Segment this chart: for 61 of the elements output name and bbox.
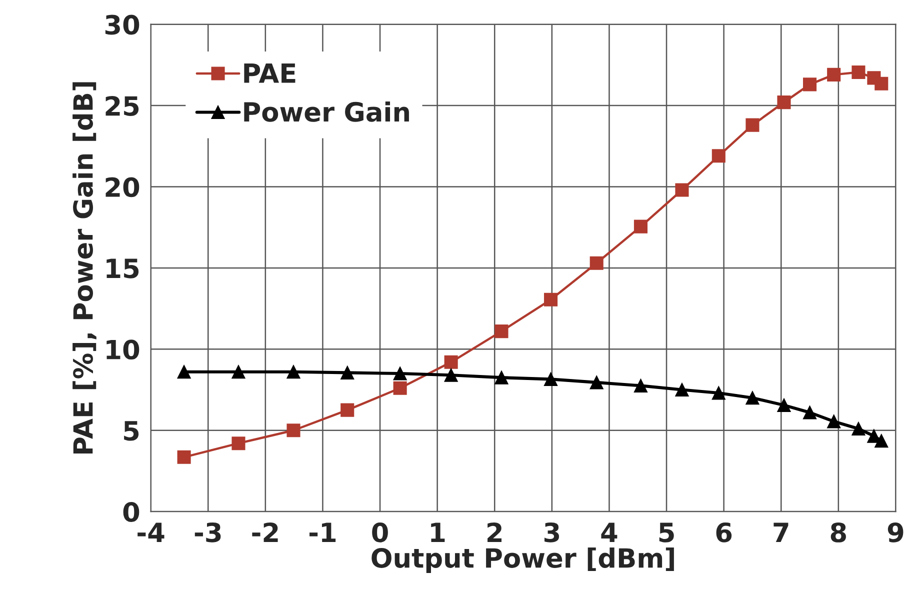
y-tick-label: 25 (106, 96, 139, 116)
x-tick-label: 9 (888, 522, 904, 542)
y-axis-title: PAE [%], Power Gain [dB] (72, 82, 96, 454)
point (852, 422, 866, 436)
x-tick-label: 1 (431, 522, 445, 542)
x-tick-label: 3 (544, 522, 559, 542)
x-tick-label: 8 (830, 522, 846, 542)
point (177, 365, 191, 379)
point (712, 149, 726, 163)
x-tick-label: 2 (488, 522, 502, 542)
point (544, 372, 558, 386)
y-tick-label: 30 (105, 14, 140, 35)
x-tick-label: 7 (774, 522, 788, 542)
point (675, 382, 689, 397)
x-tick-label: 0 (372, 522, 388, 542)
point (393, 381, 407, 395)
y-tick-label: 20 (106, 177, 140, 198)
y-tick-label: 10 (106, 340, 140, 360)
point (827, 414, 841, 428)
x-tick-label: -4 (138, 522, 164, 542)
x-axis-title: Output Power [dBm] (372, 548, 674, 574)
point (874, 434, 888, 448)
point (340, 366, 354, 380)
point (634, 378, 648, 392)
point (590, 256, 604, 270)
point (803, 406, 817, 420)
point (634, 220, 648, 234)
point (340, 403, 354, 417)
y-tick-label: 0 (123, 502, 140, 522)
point (232, 436, 246, 450)
point (746, 391, 760, 405)
point (286, 424, 300, 438)
point (777, 398, 791, 412)
point (544, 292, 558, 306)
point (494, 370, 508, 384)
point (777, 96, 791, 110)
point (444, 368, 458, 382)
y-tick-label: 5 (124, 421, 139, 441)
point (590, 376, 604, 390)
x-tick-label: 6 (716, 522, 732, 542)
point (746, 118, 760, 132)
legend-label: Power Gain (244, 101, 409, 122)
legend-label: PAE (244, 64, 296, 83)
x-tick-label: -3 (194, 522, 221, 542)
point (675, 183, 689, 197)
point (177, 450, 191, 464)
x-tick-label: 5 (659, 522, 674, 542)
point (803, 78, 817, 92)
point (494, 324, 508, 338)
x-tick-label: 4 (601, 522, 618, 542)
point (874, 76, 888, 90)
point (393, 366, 407, 380)
point (712, 386, 726, 400)
point (444, 355, 458, 369)
point (827, 68, 841, 82)
x-tick-label: -2 (252, 522, 278, 542)
point (232, 365, 246, 379)
x-tick-label: -1 (309, 522, 336, 542)
y-tick-label: 15 (106, 258, 139, 278)
point (852, 66, 866, 80)
point (286, 365, 300, 379)
